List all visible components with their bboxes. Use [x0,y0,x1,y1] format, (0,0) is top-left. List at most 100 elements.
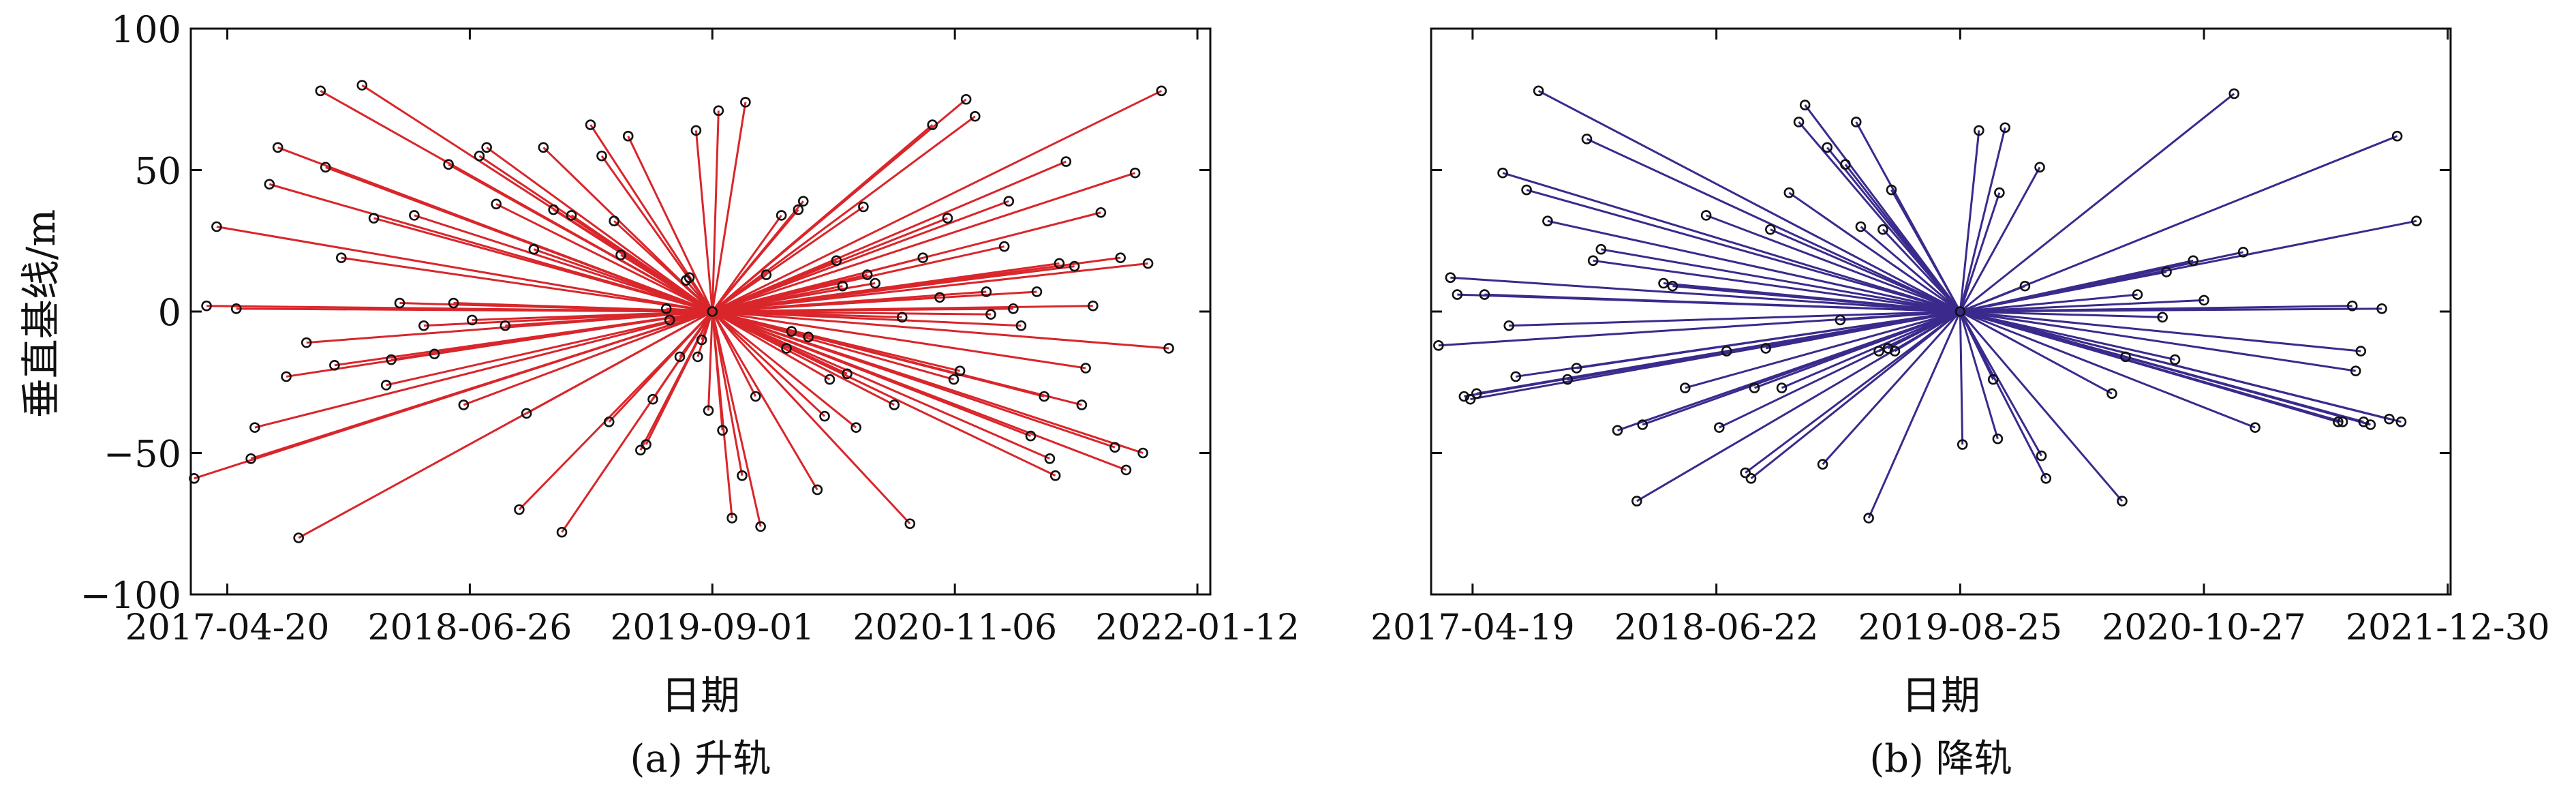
acquisition-point [692,351,703,363]
baseline-line [711,245,1005,313]
acquisition-point [1783,187,1795,198]
acquisition-point [2333,417,2344,427]
acquisition-point [837,280,848,292]
acquisition-point [2169,354,2181,365]
baseline-line [1890,189,1961,312]
baseline-line [1959,310,2402,423]
baseline-line [711,310,911,525]
baseline-line [712,305,1093,313]
acquisition-point [1510,371,1522,382]
acquisition-point [1452,289,1463,300]
acquisition-point [1595,243,1607,255]
acquisition-point [1137,447,1148,459]
baseline-line [495,202,713,313]
acquisition-point [272,142,283,153]
acquisition-point [1076,399,1088,410]
baseline-line [505,310,713,327]
acquisition-point [1679,382,1691,393]
acquisition-point [824,374,835,385]
acquisition-point [1080,363,1091,374]
baseline-line [1959,130,1980,312]
x-tick-label: 2020-11-06 [853,607,1057,648]
acquisition-point [293,532,304,543]
acquisition-point [1667,280,1678,292]
acquisition-point [211,221,222,232]
acquisition-point [1458,391,1470,402]
baseline-line [613,220,714,313]
acquisition-point [1433,339,1444,351]
acquisition-point [335,252,347,263]
panel-caption: (a) 升轨 [630,737,771,781]
acquisition-point [1863,513,1874,524]
acquisition-point [1760,343,1771,354]
baseline-line [1959,192,2001,312]
baseline-line [711,211,1101,313]
baseline-line [448,163,714,313]
baseline-line [666,307,713,313]
acquisition-point [603,417,615,427]
baseline-line [254,310,713,429]
baseline-line [1960,307,2382,313]
acquisition-point [2198,294,2209,306]
acquisition-point [1954,306,1966,317]
baseline-line [373,217,713,313]
acquisition-point [1765,224,1776,235]
chart-b: 2017-04-19 2018-06-22 2019-08-25 2020-10-27… [1370,27,2550,781]
acquisition-point [2040,473,2052,484]
x-tick-label: 2017-04-20 [125,607,330,648]
acquisition-point [2106,388,2117,399]
baseline-line [1840,310,1961,321]
baseline-line [1959,311,1999,440]
baseline-line [1706,214,1961,313]
baseline-line [711,89,1162,313]
x-tick-label: 2022-01-12 [1095,607,1300,648]
baseline-line [1959,166,2041,312]
acquisition-point [1713,422,1725,433]
acquisition-point [781,343,792,354]
acquisition-point [1109,442,1120,453]
acquisition-point [776,210,787,221]
acquisition-point [2161,267,2172,277]
acquisition-point [1877,224,1888,235]
acquisition-point [538,142,549,153]
acquisition-point [1095,207,1107,218]
baseline-line [1822,310,1961,466]
baseline-line [711,310,857,429]
baseline-line [711,310,1050,460]
baseline-line [711,311,818,491]
baseline-line [711,311,743,476]
acquisition-point [797,196,809,207]
acquisition-point [596,150,607,162]
baseline-line [236,307,713,313]
acquisition-point [1471,388,1482,399]
acquisition-point [2355,346,2367,357]
baseline-line [1959,310,2113,395]
y-tick-label: 0 [158,291,181,334]
baseline-line [712,310,1022,327]
baseline-line [472,310,713,321]
baseline-line [608,310,714,423]
x-axis-label: 日期 [661,672,740,719]
baseline-line [711,110,720,312]
acquisition-point [761,269,772,280]
acquisition-point [2411,215,2422,227]
acquisition-point [1840,159,1851,170]
baseline-line [1601,248,1961,313]
y-tick-label: 50 [134,150,181,193]
acquisition-point [1039,391,1049,402]
acquisition-point [1793,117,1805,127]
baseline-line [711,115,976,313]
acquisition-point [1015,320,1027,331]
acquisition-point [409,210,420,221]
acquisition-point [1031,286,1043,297]
baseline-line [341,256,713,313]
baseline-line [1960,310,2356,372]
acquisition-point [1987,374,1999,385]
baseline-line [1860,226,1961,313]
acquisition-point [1533,85,1544,97]
baseline-line [325,166,713,313]
acquisition-point [713,105,724,117]
baseline-line [711,310,831,380]
acquisition-point [1587,255,1599,267]
